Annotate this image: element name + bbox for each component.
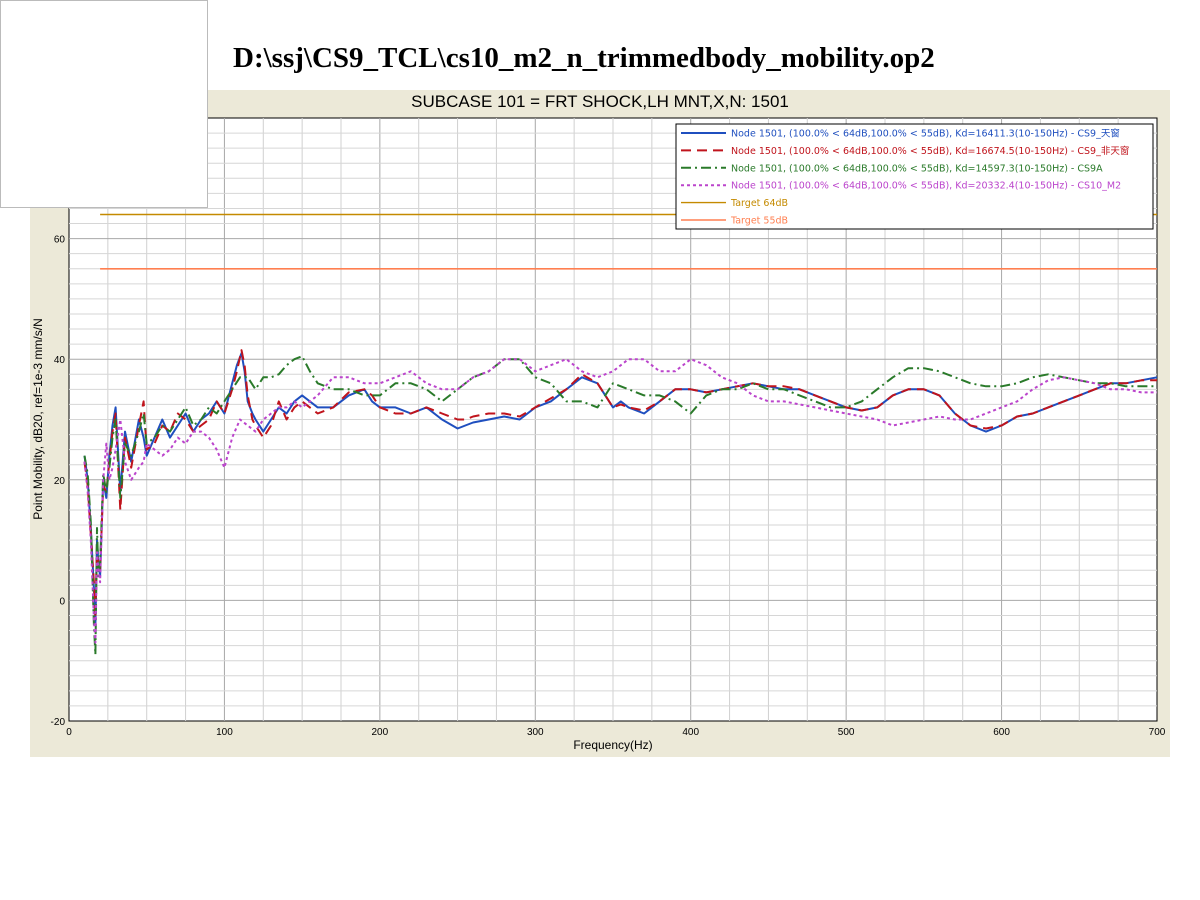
legend-label: Target 64dB [730, 198, 788, 209]
x-tick-label: 100 [216, 727, 233, 738]
x-tick-label: 300 [527, 727, 544, 738]
series-lines [83, 213, 1158, 656]
y-tick-label: 0 [59, 596, 65, 607]
y-tick-label: 60 [54, 235, 66, 246]
legend-label: Node 1501, (100.0% < 64dB,100.0% < 55dB)… [731, 145, 1129, 157]
legend-label: Node 1501, (100.0% < 64dB,100.0% < 55dB)… [731, 163, 1103, 174]
series-line-2 [83, 349, 1157, 620]
y-tick-label: 20 [54, 476, 66, 487]
file-title: D:\ssj\CS9_TCL\cs10_m2_n_trimmedbody_mob… [233, 42, 935, 74]
x-tick-label: 400 [682, 727, 699, 738]
legend-label: Node 1501, (100.0% < 64dB,100.0% < 55dB)… [731, 128, 1120, 140]
legend: Node 1501, (100.0% < 64dB,100.0% < 55dB)… [675, 123, 1154, 230]
legend-label: Target 55dB [730, 216, 788, 227]
y-axis-label: Point Mobility, dB20, ref=1e-3 mm/s/N [31, 318, 45, 520]
chart-title: SUBCASE 101 = FRT SHOCK,LH MNT,X,N: 1501 [411, 92, 789, 111]
x-axis-label: Frequency(Hz) [573, 738, 652, 752]
blank-panel [0, 0, 208, 208]
legend-box [675, 123, 1154, 230]
series-line-4 [83, 358, 1157, 644]
legend-label: Node 1501, (100.0% < 64dB,100.0% < 55dB)… [731, 181, 1121, 192]
y-tick-label: 40 [54, 355, 66, 366]
x-tick-label: 500 [838, 727, 855, 738]
grid [69, 118, 1157, 721]
y-tick-label: -20 [51, 717, 66, 728]
x-tick-label: 200 [372, 727, 389, 738]
x-tick-label: 600 [993, 727, 1010, 738]
x-tick-label: 0 [66, 727, 72, 738]
x-tick-label: 700 [1149, 727, 1166, 738]
